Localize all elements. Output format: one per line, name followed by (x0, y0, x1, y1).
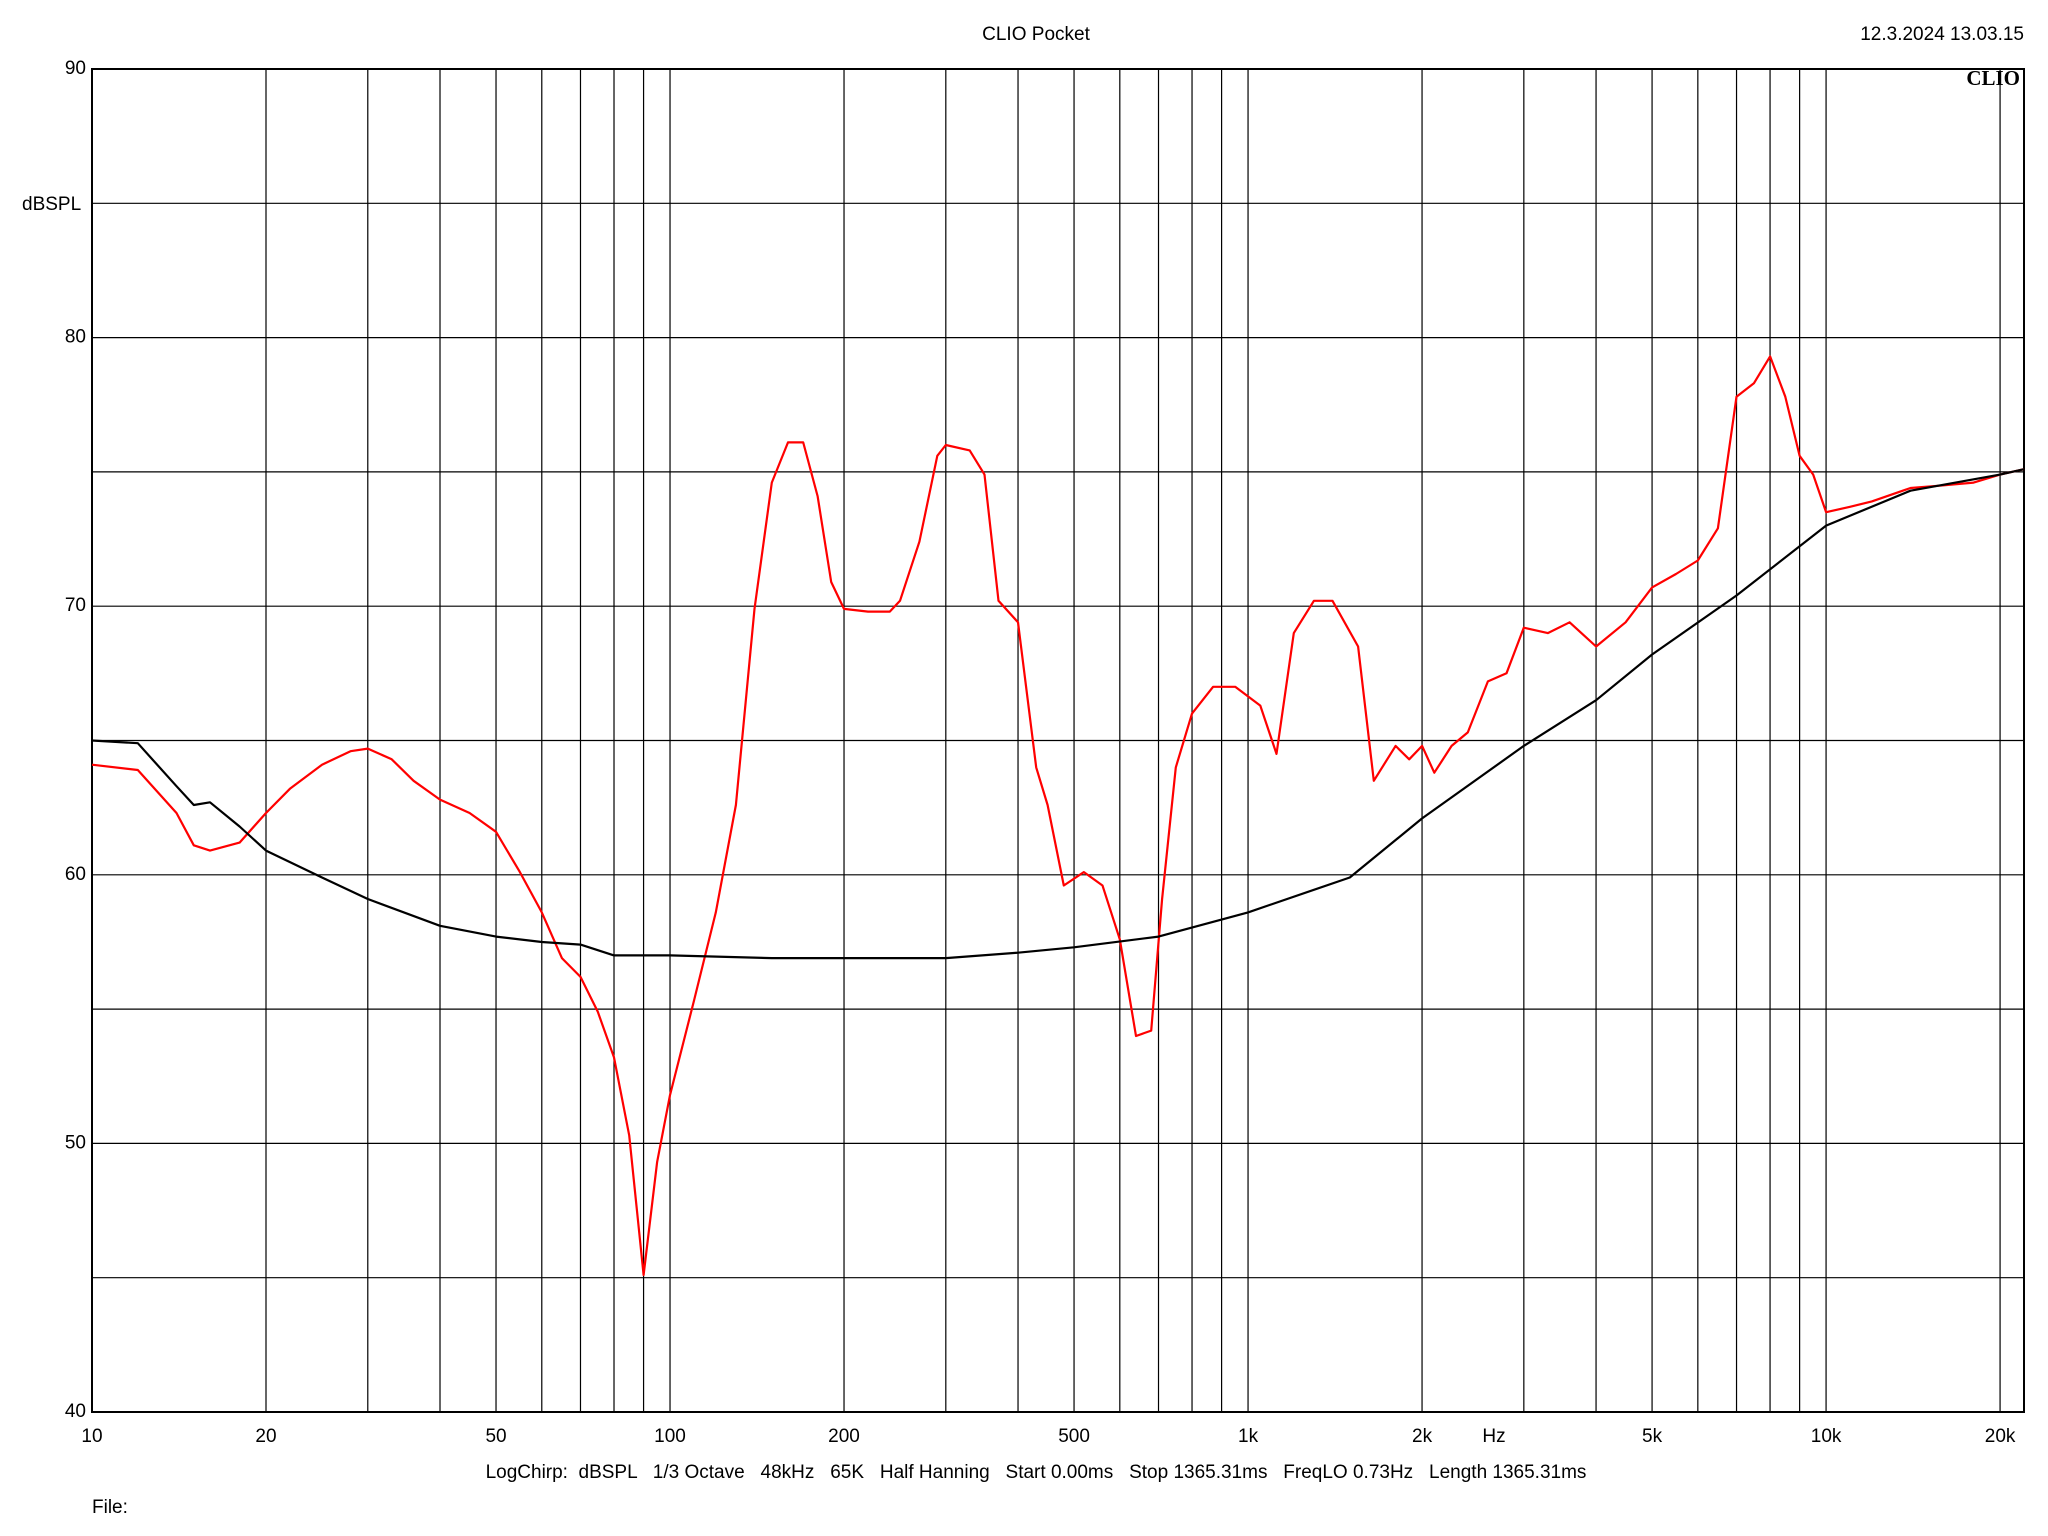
x-tick-label: 20 (255, 1426, 276, 1447)
footer: LogChirp: dBSPL 1/3 Octave 48kHz 65K Hal… (486, 1462, 1587, 1483)
y-axis-label: dBSPL (22, 194, 81, 215)
x-tick-label: 2k (1412, 1426, 1433, 1447)
chart-title: CLIO Pocket (982, 24, 1090, 45)
x-axis-label: Hz (1482, 1426, 1505, 1447)
x-tick-label: 20k (1985, 1426, 2016, 1447)
series-line (91, 355, 2025, 1277)
file-label: File: (92, 1497, 128, 1518)
y-tick-label: 90 (65, 58, 86, 79)
x-tick-label: 50 (485, 1426, 506, 1447)
x-tick-label: 100 (654, 1426, 686, 1447)
series-line (91, 468, 2025, 960)
timestamp: 12.3.2024 13.03.15 (1860, 24, 2024, 45)
y-tick-label: 60 (65, 864, 86, 885)
x-tick-label: 10 (81, 1426, 102, 1447)
y-tick-label: 50 (65, 1132, 86, 1153)
x-tick-label: 200 (828, 1426, 860, 1447)
x-tick-label: 5k (1642, 1426, 1663, 1447)
x-tick-label: 1k (1238, 1426, 1259, 1447)
x-tick-label: 10k (1811, 1426, 1842, 1447)
y-tick-label: 40 (65, 1401, 86, 1422)
y-tick-label: 80 (65, 327, 86, 348)
y-tick-label: 70 (65, 595, 86, 616)
x-tick-label: 500 (1058, 1426, 1090, 1447)
